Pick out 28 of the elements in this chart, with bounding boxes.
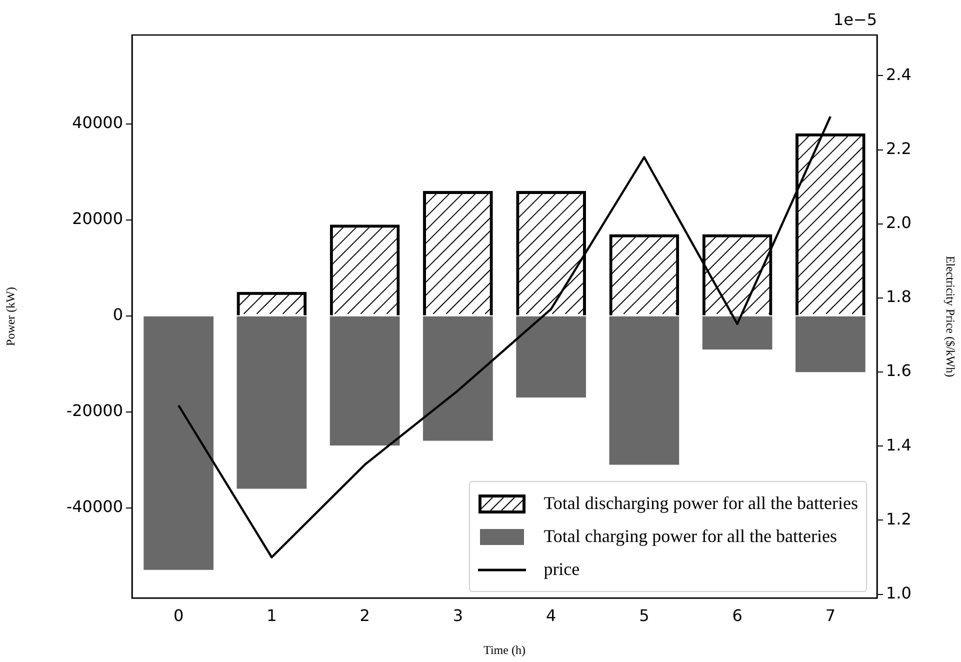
y2-tick-label: 1.4 [886,435,912,454]
y-axis-title: Power (kW) [3,287,18,346]
y2-axis-title: Electricity Price ($/kWh) [944,256,958,378]
y-tick-label: 0 [112,305,123,324]
x-tick-label: 7 [825,606,836,625]
x-tick-label: 1 [266,606,277,625]
y2-tick-label: 1.6 [886,361,912,380]
x-axis-title: Time (h) [484,642,526,657]
x-tick-label: 6 [732,606,742,625]
y-tick-label: 20000 [72,209,123,228]
x-tick-label: 5 [639,606,650,625]
y-tick-label: -20000 [66,401,123,420]
text: 1e−5 [833,10,877,30]
y-tick-label: -40000 [66,497,123,516]
legend-label: price [544,559,580,580]
y2-tick-label: 2.4 [886,64,912,84]
y2-tick-label: 1.0 [886,583,912,602]
y2-tick-label: 2.0 [886,213,912,232]
x-tick-label: 2 [360,606,370,625]
legend-label: Total discharging power for all the batteries [544,493,858,514]
y-tick-label: 40000 [72,112,123,132]
x-tick-label: 4 [546,606,556,625]
x-tick-label: 3 [452,606,464,625]
y2-tick-label: 2.2 [886,138,912,158]
y2-tick-label: 1.2 [886,509,912,528]
x-tick-label: 0 [173,606,184,625]
legend-label: Total charging power for all the batteries [544,526,837,547]
y2-tick-label: 1.8 [886,287,912,306]
